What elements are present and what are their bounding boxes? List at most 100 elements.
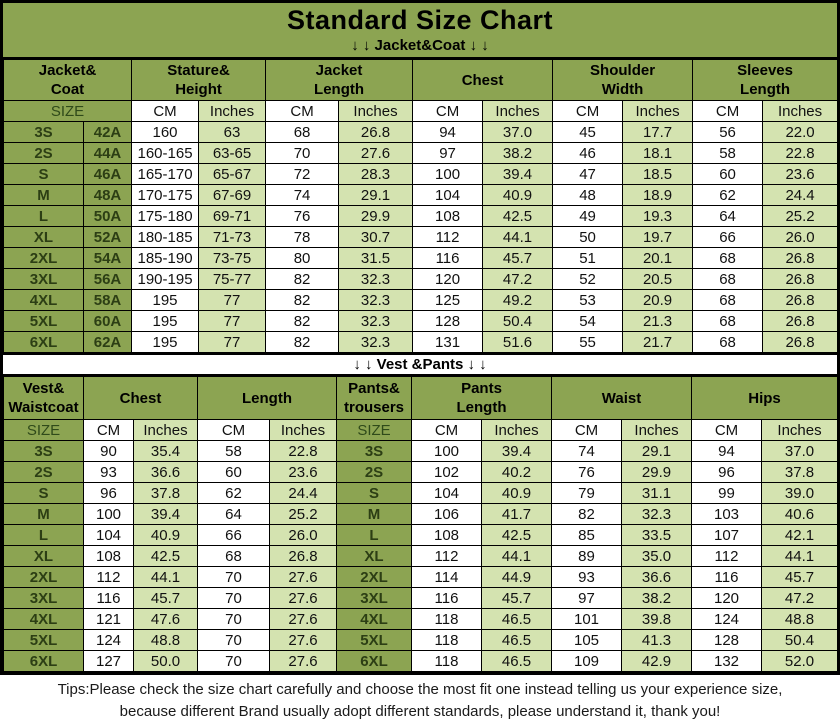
value-cell: 85 [551,524,622,546]
value-cell: 82 [551,503,622,525]
value-cell: 50.4 [482,310,554,332]
value-cell: 38.2 [482,142,554,164]
value-cell: 27.6 [269,587,337,609]
value-cell: 124 [83,629,134,651]
column-group-header: Vest& Waistcoat [3,376,84,420]
page-title: Standard Size Chart [286,5,554,35]
value-cell: 65-67 [198,163,267,185]
value-cell: 56 [692,121,764,143]
table-row: M 100 39.4 64 25.2 M 106 41.7 82 32.3 103 40.6 [3,503,839,525]
value-cell: 100 [412,163,484,185]
size-cell: 2XL [3,247,84,269]
value-cell: 170-175 [131,184,200,206]
value-cell: 112 [411,545,482,567]
size-cell: 46A [82,163,133,185]
value-cell: 108 [411,524,482,546]
value-cell: 68 [692,247,764,269]
value-cell: 94 [691,440,763,462]
value-cell: 100 [83,503,134,525]
value-cell: 79 [551,482,622,504]
value-cell: 195 [131,310,200,332]
value-cell: 127 [83,650,134,672]
value-cell: 36.6 [133,461,198,483]
jacket-coat-table: Jacket& Coat Stature& Height Jacket Length… [2,59,839,353]
value-cell: 102 [411,461,482,483]
value-cell: 77 [198,331,267,353]
size-cell: 5XL [336,629,412,651]
value-cell: 68 [692,289,764,311]
size-cell: M [3,503,84,525]
size-cell: 58A [82,289,133,311]
value-cell: 70 [197,650,270,672]
value-cell: 160 [131,121,200,143]
unit-header: CM [551,419,622,441]
column-group-header: Sleeves Length [692,59,839,101]
value-cell: 132 [691,650,763,672]
unit-header: CM [265,100,340,122]
value-cell: 68 [692,268,764,290]
value-cell: 62 [692,184,764,206]
value-cell: 64 [692,205,764,227]
value-cell: 26.8 [762,289,839,311]
value-cell: 94 [412,121,484,143]
table-row: XL 52A 180-185 71-73 78 30.7 112 44.1 50 19.7 66 26… [3,226,839,248]
size-cell: 3XL [3,268,84,290]
value-cell: 90 [83,440,134,462]
value-cell: 45.7 [761,566,839,588]
value-cell: 180-185 [131,226,200,248]
table-row: 6XL 127 50.0 70 27.6 6XL 118 46.5 109 42.9 132 52.0 [3,650,839,672]
value-cell: 74 [551,440,622,462]
title-band: Standard Size Chart ↓ ↓ Jacket&Coat ↓ ↓ [3,3,837,59]
size-cell: 5XL [3,629,84,651]
value-cell: 101 [551,608,622,630]
value-cell: 62 [197,482,270,504]
value-cell: 107 [691,524,763,546]
value-cell: 51.6 [482,331,554,353]
column-group-header: Jacket& Coat [2,59,133,101]
value-cell: 21.3 [622,310,694,332]
value-cell: 112 [83,566,134,588]
value-cell: 25.2 [269,503,337,525]
value-cell: 33.5 [620,524,693,546]
unit-header: Inches [622,100,694,122]
value-cell: 58 [197,440,270,462]
size-column-header: SIZE [3,419,84,441]
value-cell: 97 [551,587,622,609]
value-cell: 27.6 [269,608,337,630]
value-cell: 37.8 [133,482,198,504]
group-header-row: Jacket& Coat Stature& Height Jacket Length… [2,59,839,101]
value-cell: 45.7 [133,587,198,609]
unit-header: CM [552,100,624,122]
unit-header: CM [131,100,200,122]
column-group-header: Pants& trousers [336,376,412,420]
value-cell: 40.9 [133,524,198,546]
vest-pants-banner: ↓ ↓ Vest &Pants ↓ ↓ [3,353,837,376]
value-cell: 58 [692,142,764,164]
value-cell: 46.5 [481,650,552,672]
value-cell: 106 [411,503,482,525]
size-cell: 62A [82,331,133,353]
size-cell: 6XL [3,650,84,672]
value-cell: 27.6 [269,566,337,588]
value-cell: 82 [265,331,340,353]
size-cell: 6XL [336,650,412,672]
size-cell: 2S [336,461,412,483]
size-cell: 3S [3,440,84,462]
size-cell: 60A [82,310,133,332]
value-cell: 46.5 [481,608,552,630]
jacket-coat-banner: ↓ ↓ Jacket&Coat ↓ ↓ [351,37,489,54]
value-cell: 28.3 [338,163,414,185]
size-cell: M [3,184,84,206]
size-cell: 4XL [3,289,84,311]
value-cell: 32.3 [338,331,414,353]
value-cell: 22.8 [269,440,337,462]
size-cell: L [3,524,84,546]
value-cell: 32.3 [338,289,414,311]
value-cell: 32.3 [338,310,414,332]
value-cell: 175-180 [131,205,200,227]
value-cell: 21.7 [622,331,694,353]
column-group-header: Chest [83,376,198,420]
value-cell: 165-170 [131,163,200,185]
value-cell: 68 [692,310,764,332]
table-row: S 96 37.8 62 24.4 S 104 40.9 79 31.1 99 39.0 [3,482,839,504]
